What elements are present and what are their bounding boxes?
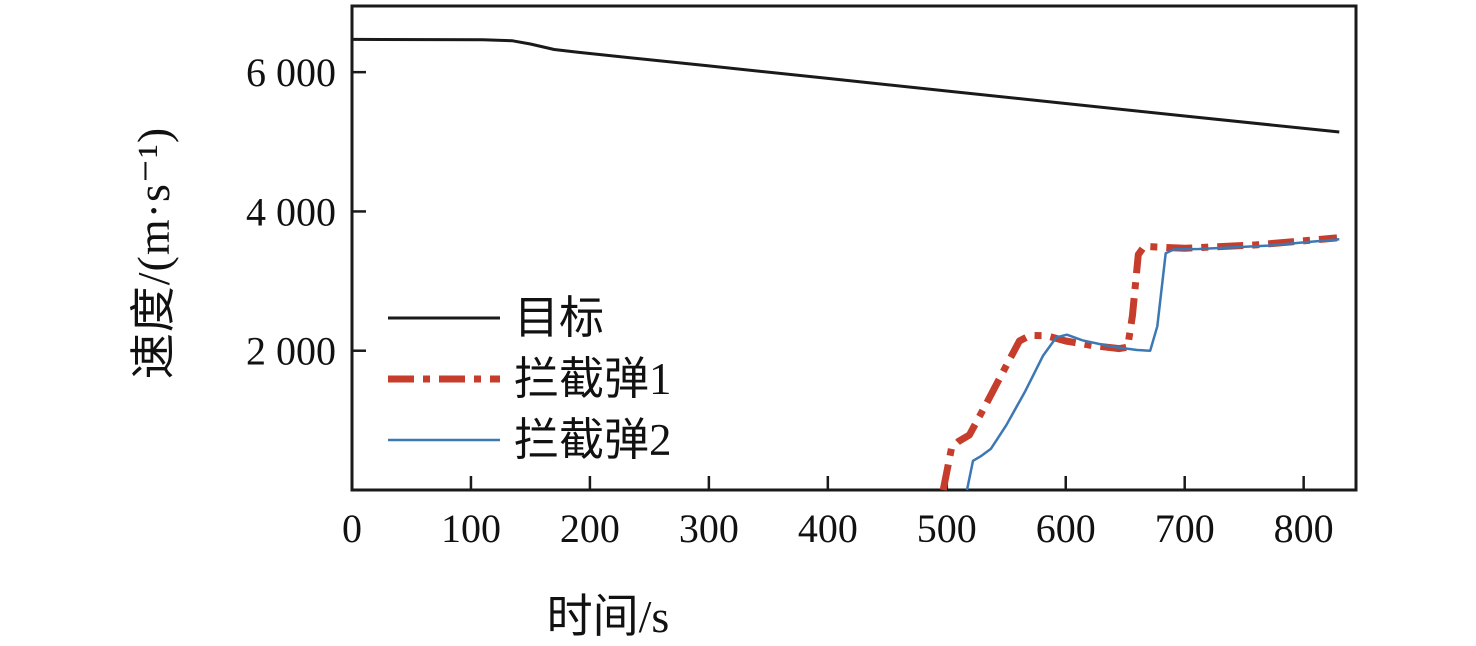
x-axis-title: 时间/s (546, 591, 670, 642)
series-line-interceptor-1 (939, 234, 1338, 491)
x-tick-label: 800 (1274, 506, 1334, 551)
legend: 目标 拦截弹1 拦截弹2 (388, 289, 672, 469)
legend-entry-interceptor-2: 拦截弹2 (388, 411, 672, 469)
plot-frame (350, 4, 1358, 492)
interceptor-2-line-sample (388, 438, 500, 442)
x-tick-label: 600 (1036, 506, 1096, 551)
x-tick-label: 700 (1155, 506, 1215, 551)
legend-label-interceptor-1: 拦截弹1 (514, 353, 672, 404)
y-tick-label: 6 000 (246, 50, 336, 95)
y-tick-label: 2 000 (246, 329, 336, 374)
x-tick-label: 0 (342, 506, 362, 551)
x-tick-label: 100 (441, 506, 501, 551)
y-tick-label: 4 000 (246, 189, 336, 234)
x-tick-label: 500 (917, 506, 977, 551)
legend-entry-interceptor-1: 拦截弹1 (388, 350, 672, 408)
legend-entry-target: 目标 (388, 289, 672, 347)
x-tick-label: 200 (560, 506, 620, 551)
x-tick-label: 300 (679, 506, 739, 551)
legend-label-interceptor-2: 拦截弹2 (514, 414, 672, 465)
series-line-interceptor-2 (965, 238, 1340, 491)
interceptor-1-line-sample (388, 375, 500, 383)
legend-label-target: 目标 (514, 292, 605, 343)
y-axis-title: 速度/(m·s⁻¹) (128, 126, 179, 380)
x-tick-label: 400 (798, 506, 858, 551)
target-line-sample (388, 316, 500, 320)
y-axis: 2 000 4 000 6 000 (246, 50, 366, 374)
x-axis: 0 100 200 300 400 500 600 700 800 (342, 476, 1334, 551)
series-line-target (351, 37, 1340, 134)
